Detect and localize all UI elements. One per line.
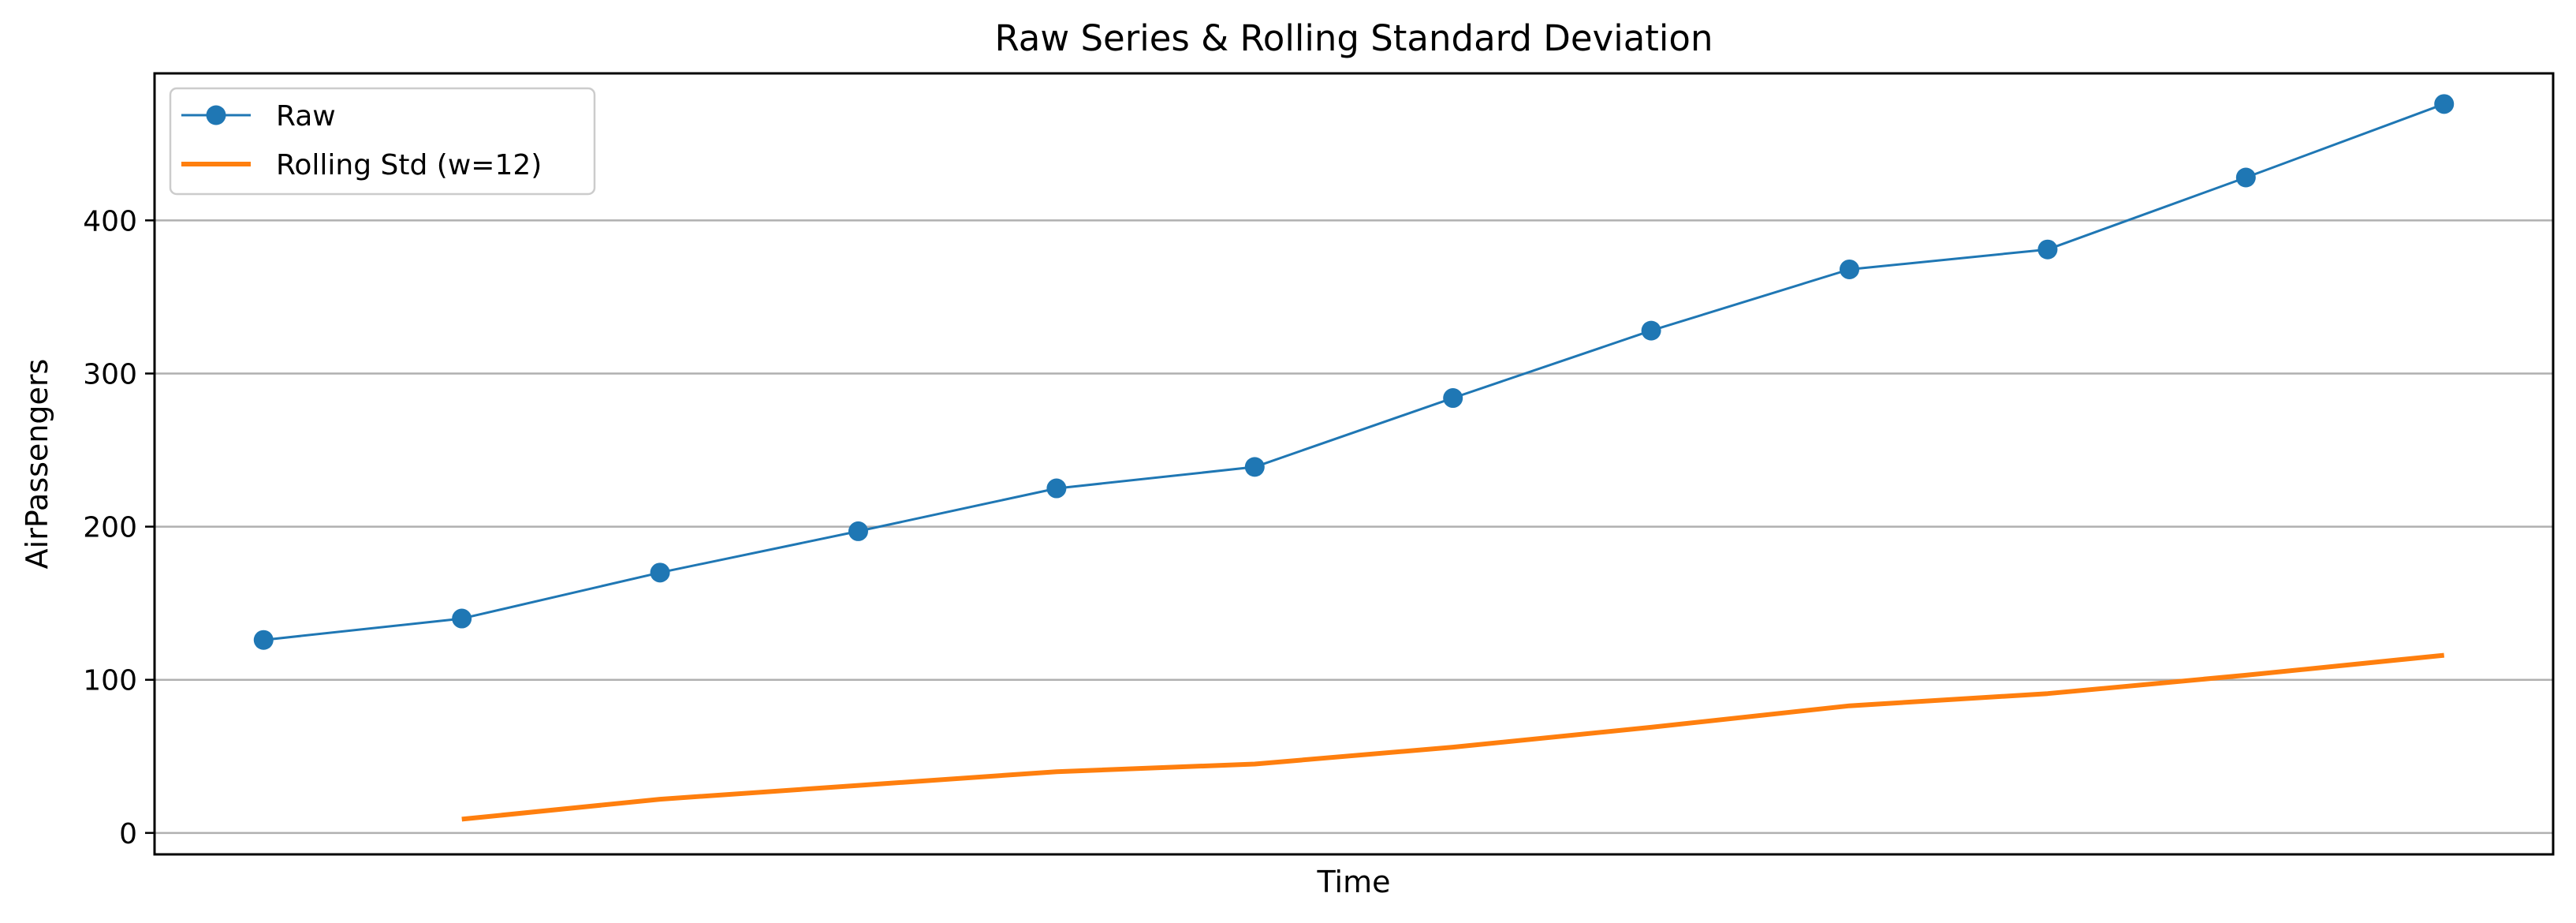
y-tick-label: 200 bbox=[83, 512, 137, 544]
legend-label-raw: Raw bbox=[276, 100, 336, 133]
data-point-raw bbox=[2235, 167, 2256, 188]
data-point-raw bbox=[1244, 457, 1265, 477]
x-axis-label: Time bbox=[1317, 865, 1391, 899]
data-point-raw bbox=[1641, 320, 1661, 341]
legend-marker-raw bbox=[206, 105, 226, 125]
legend-label-rolling-std-w-12: Rolling Std (w=12) bbox=[276, 149, 542, 181]
data-point-raw bbox=[1840, 259, 1860, 279]
data-point-raw bbox=[452, 608, 472, 629]
y-tick-label: 100 bbox=[83, 665, 137, 697]
series-layer bbox=[253, 94, 2455, 822]
y-axis-label: AirPassengers bbox=[20, 359, 54, 570]
y-tick-label: 300 bbox=[83, 358, 137, 390]
series-line-rolling-std-w-12 bbox=[461, 652, 2445, 822]
plot-frame bbox=[153, 72, 2555, 856]
data-point-raw bbox=[1046, 478, 1067, 499]
data-point-raw bbox=[650, 562, 670, 583]
legend-box bbox=[169, 87, 596, 196]
data-point-raw bbox=[1443, 388, 1463, 409]
data-point-raw bbox=[2434, 94, 2455, 114]
gridlines bbox=[155, 219, 2553, 835]
y-tick-label: 0 bbox=[119, 818, 137, 850]
y-axis: 0 100 200 300 400 bbox=[83, 205, 155, 850]
legend: Raw Rolling Std (w=12) bbox=[169, 87, 596, 196]
data-point-raw bbox=[2037, 239, 2058, 260]
data-point-raw bbox=[848, 521, 868, 541]
series-line-raw bbox=[263, 103, 2445, 641]
data-point-raw bbox=[253, 630, 274, 650]
chart-title: Raw Series & Rolling Standard Deviation bbox=[995, 17, 1713, 59]
y-tick-label: 400 bbox=[83, 205, 137, 237]
